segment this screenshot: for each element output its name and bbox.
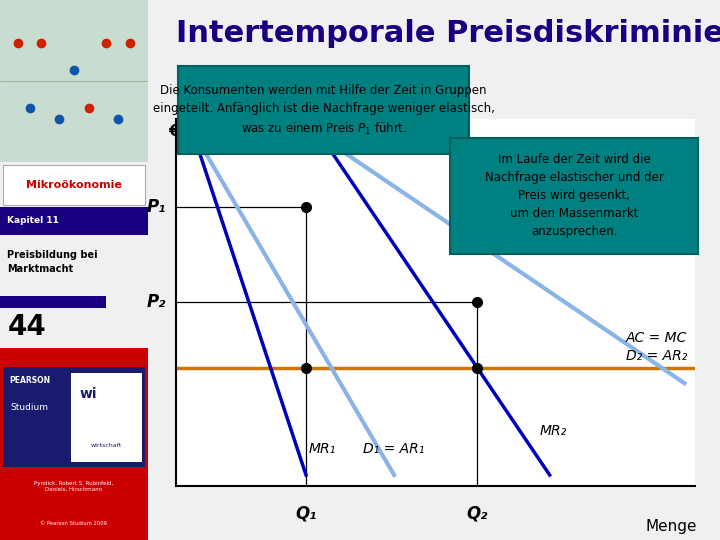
Text: Preisbildung bei
Marktmacht: Preisbildung bei Marktmacht xyxy=(7,250,98,274)
Text: D₁ = AR₁: D₁ = AR₁ xyxy=(363,442,424,456)
Text: Q₂: Q₂ xyxy=(467,504,487,522)
Text: Kapitel 11: Kapitel 11 xyxy=(7,217,59,225)
Text: Mikroökonomie: Mikroökonomie xyxy=(26,180,122,190)
FancyBboxPatch shape xyxy=(0,0,148,162)
Text: Studium: Studium xyxy=(11,403,48,412)
Text: AC = MC: AC = MC xyxy=(626,330,687,345)
Text: PEARSON: PEARSON xyxy=(9,376,50,385)
FancyBboxPatch shape xyxy=(0,348,148,540)
Text: wirtschaft: wirtschaft xyxy=(91,443,122,448)
Text: MR₁: MR₁ xyxy=(309,442,336,456)
Text: Intertemporale Preisdiskriminierung: Intertemporale Preisdiskriminierung xyxy=(176,19,720,48)
Text: D₂ = AR₂: D₂ = AR₂ xyxy=(626,349,687,363)
Text: Die Konsumenten werden mit Hilfe der Zeit in Gruppen
eingeteilt. Anfänglich ist : Die Konsumenten werden mit Hilfe der Zei… xyxy=(153,84,495,137)
Text: P₁: P₁ xyxy=(147,198,166,216)
FancyBboxPatch shape xyxy=(0,296,107,308)
FancyBboxPatch shape xyxy=(0,207,148,235)
Text: Q₁: Q₁ xyxy=(295,504,317,522)
Text: 44: 44 xyxy=(7,313,46,341)
FancyBboxPatch shape xyxy=(3,165,145,205)
Text: Menge: Menge xyxy=(646,519,698,534)
Text: P₂: P₂ xyxy=(147,293,166,312)
Text: wi: wi xyxy=(79,387,96,401)
Text: €/Q: €/Q xyxy=(168,124,198,139)
Text: MR₂: MR₂ xyxy=(539,424,567,438)
FancyBboxPatch shape xyxy=(3,367,145,467)
FancyBboxPatch shape xyxy=(71,373,142,462)
Text: Im Laufe der Zeit wird die
Nachfrage elastischer und der
Preis wird gesenkt,
um : Im Laufe der Zeit wird die Nachfrage ela… xyxy=(485,153,664,238)
Text: Pyndick, Robert S. Rubinfeld,
Daniels, Hirschmann: Pyndick, Robert S. Rubinfeld, Daniels, H… xyxy=(34,481,114,491)
Text: © Pearson Studium 2009: © Pearson Studium 2009 xyxy=(40,521,107,526)
